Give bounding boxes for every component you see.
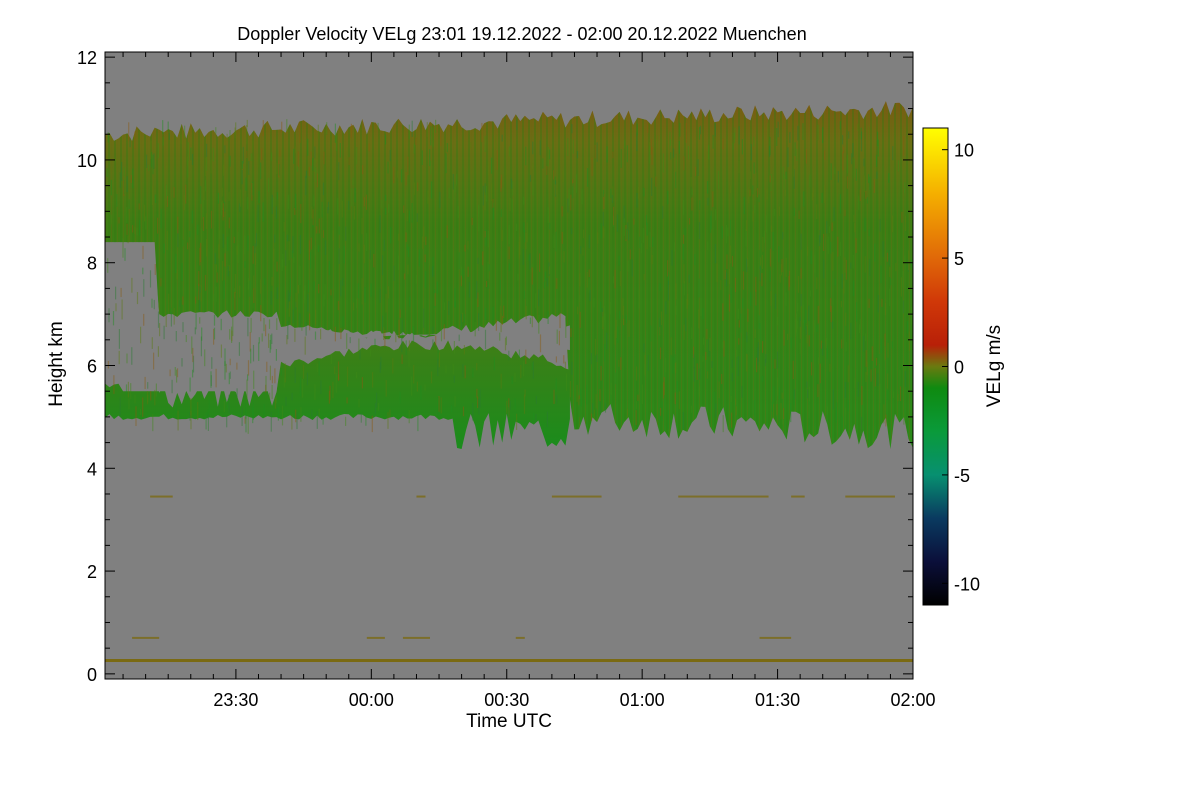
- x-tick-label: 00:00: [349, 690, 394, 710]
- y-tick-label: 4: [87, 459, 97, 479]
- y-tick-label: 10: [77, 151, 97, 171]
- y-tick-label: 0: [87, 665, 97, 685]
- colorbar-label: VELg m/s: [984, 325, 1005, 407]
- y-tick-label: 8: [87, 254, 97, 274]
- plot-area: [105, 52, 913, 679]
- y-tick-label: 2: [87, 562, 97, 582]
- clear-gap-region: [118, 262, 570, 408]
- lower-cloud-deck: [105, 340, 570, 450]
- colorbar-tick-label: 5: [954, 249, 964, 269]
- y-tick-label: 6: [87, 357, 97, 377]
- x-tick-label: 01:30: [755, 690, 800, 710]
- chart-title: Doppler Velocity VELg 23:01 19.12.2022 -…: [237, 24, 806, 44]
- clutter-lines: [132, 495, 895, 639]
- colorbar-tick-label: 0: [954, 358, 964, 378]
- x-tick-label: 23:30: [213, 690, 258, 710]
- colorbar-axis: 10 5 0 -5 -10: [942, 141, 980, 594]
- y-axis-label: Height km: [46, 321, 67, 407]
- x-tick-label: 00:30: [484, 690, 529, 710]
- upper-cloud-streaks: [105, 101, 913, 450]
- y-tick-label: 12: [77, 48, 97, 68]
- x-tick-label: 01:00: [620, 690, 665, 710]
- colorbar-tick-label: -5: [954, 466, 970, 486]
- colorbar-tick-label: 10: [954, 141, 974, 161]
- x-axis: 23:30 00:00 00:30 01:00 01:30 02:00: [122, 52, 936, 710]
- noise-speckles: [106, 119, 913, 436]
- x-tick-label: 02:00: [890, 690, 935, 710]
- y-axis: 0 2 4 6 8 10 12: [77, 48, 913, 685]
- surface-layer: [105, 659, 913, 663]
- colorbar-tick-label: -10: [954, 574, 980, 594]
- x-axis-label: Time UTC: [466, 711, 552, 732]
